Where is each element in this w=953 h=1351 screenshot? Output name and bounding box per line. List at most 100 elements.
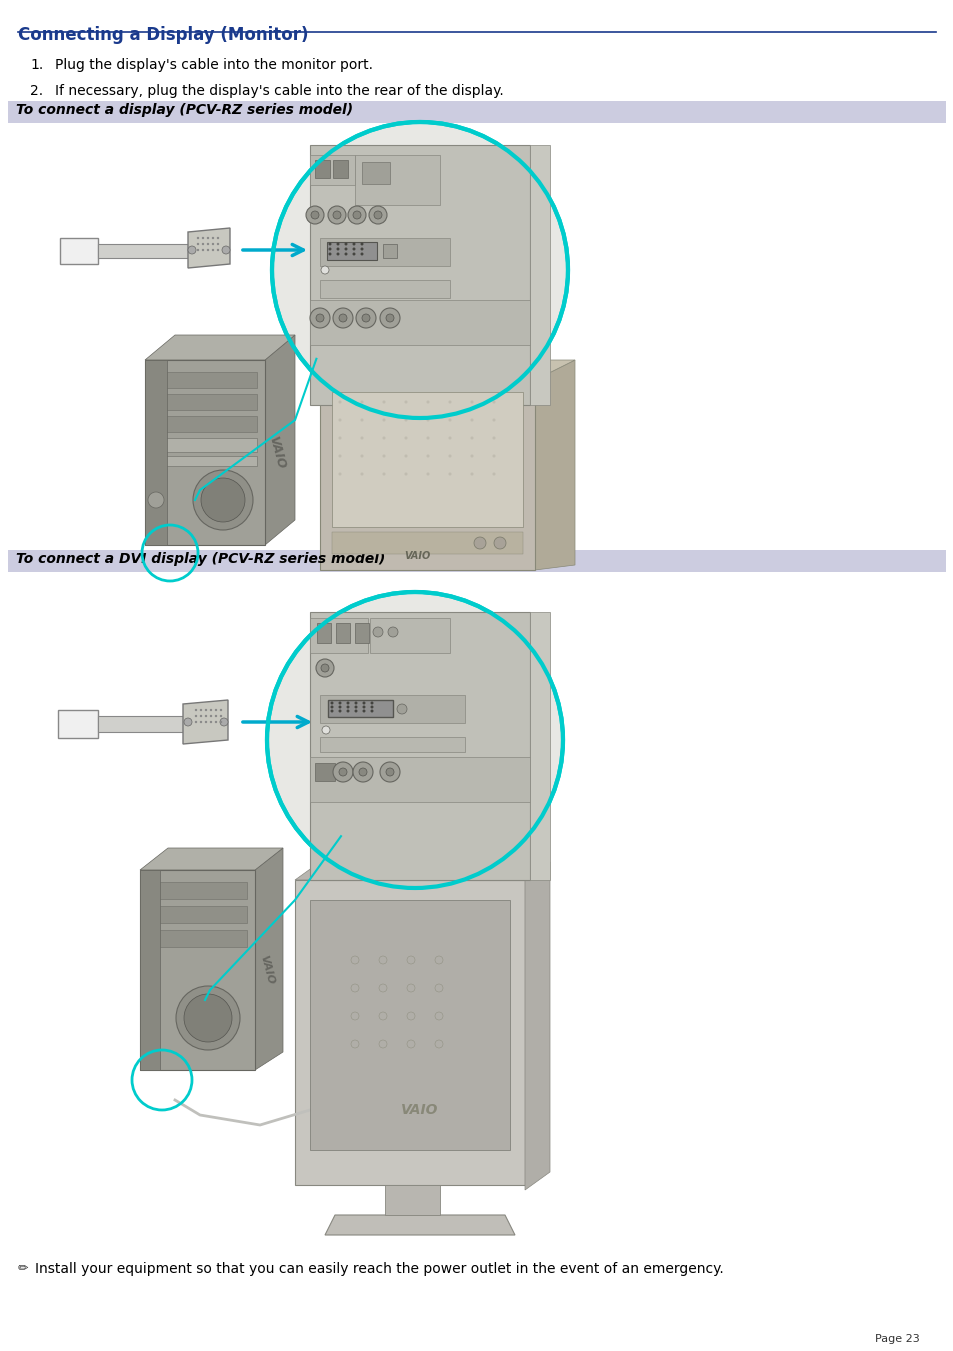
- Circle shape: [346, 701, 349, 704]
- Circle shape: [207, 249, 209, 251]
- Text: LINK: LINK: [374, 621, 385, 627]
- Circle shape: [353, 211, 360, 219]
- Circle shape: [348, 205, 366, 224]
- FancyBboxPatch shape: [148, 907, 247, 923]
- Circle shape: [201, 478, 245, 521]
- Circle shape: [382, 454, 385, 458]
- Circle shape: [435, 1040, 442, 1048]
- Circle shape: [426, 400, 429, 404]
- Circle shape: [338, 705, 341, 708]
- FancyBboxPatch shape: [319, 280, 450, 299]
- Circle shape: [435, 957, 442, 965]
- Circle shape: [386, 313, 394, 322]
- Circle shape: [470, 400, 473, 404]
- Circle shape: [382, 419, 385, 422]
- Circle shape: [448, 400, 451, 404]
- Circle shape: [378, 984, 387, 992]
- Circle shape: [426, 473, 429, 476]
- Circle shape: [338, 767, 347, 775]
- Circle shape: [361, 313, 370, 322]
- Circle shape: [214, 715, 217, 717]
- Circle shape: [333, 762, 353, 782]
- Circle shape: [336, 242, 339, 246]
- Circle shape: [353, 762, 373, 782]
- Circle shape: [202, 236, 204, 239]
- Circle shape: [426, 436, 429, 439]
- Circle shape: [336, 253, 339, 255]
- Circle shape: [407, 957, 415, 965]
- Circle shape: [355, 705, 357, 708]
- Circle shape: [196, 249, 199, 251]
- FancyBboxPatch shape: [335, 623, 350, 643]
- Text: S-VIDEO/KBD  S-VIDEO/KBD: S-VIDEO/KBD S-VIDEO/KBD: [312, 785, 379, 790]
- FancyBboxPatch shape: [332, 532, 522, 554]
- Circle shape: [320, 663, 329, 671]
- Circle shape: [474, 536, 485, 549]
- FancyBboxPatch shape: [98, 245, 188, 258]
- Circle shape: [328, 253, 331, 255]
- Circle shape: [407, 984, 415, 992]
- Circle shape: [338, 454, 341, 458]
- Circle shape: [379, 308, 399, 328]
- Circle shape: [205, 715, 207, 717]
- FancyBboxPatch shape: [319, 238, 450, 266]
- Polygon shape: [535, 359, 575, 570]
- Circle shape: [382, 473, 385, 476]
- Circle shape: [358, 767, 367, 775]
- Circle shape: [338, 473, 341, 476]
- Circle shape: [351, 1040, 358, 1048]
- Circle shape: [320, 266, 329, 274]
- Circle shape: [338, 436, 341, 439]
- Circle shape: [378, 957, 387, 965]
- Circle shape: [212, 249, 214, 251]
- FancyBboxPatch shape: [8, 101, 945, 123]
- Text: 2.: 2.: [30, 84, 43, 99]
- Circle shape: [194, 709, 197, 711]
- Circle shape: [404, 454, 407, 458]
- FancyBboxPatch shape: [319, 738, 464, 753]
- FancyBboxPatch shape: [152, 394, 256, 409]
- Circle shape: [306, 205, 324, 224]
- Circle shape: [212, 236, 214, 239]
- FancyBboxPatch shape: [316, 623, 331, 643]
- Circle shape: [328, 205, 346, 224]
- Polygon shape: [325, 1215, 515, 1235]
- Text: To connect a DVI display (PCV-RZ series model): To connect a DVI display (PCV-RZ series …: [16, 553, 385, 566]
- FancyBboxPatch shape: [530, 612, 550, 880]
- Circle shape: [360, 454, 363, 458]
- Circle shape: [426, 419, 429, 422]
- Circle shape: [360, 242, 363, 246]
- FancyBboxPatch shape: [152, 438, 256, 453]
- Circle shape: [333, 308, 353, 328]
- Circle shape: [188, 246, 195, 254]
- Circle shape: [369, 205, 387, 224]
- FancyBboxPatch shape: [152, 457, 256, 466]
- Polygon shape: [188, 228, 230, 267]
- Circle shape: [175, 986, 240, 1050]
- Text: VAIO: VAIO: [258, 954, 275, 986]
- Circle shape: [202, 243, 204, 245]
- Circle shape: [386, 767, 394, 775]
- Circle shape: [360, 247, 363, 250]
- Circle shape: [382, 436, 385, 439]
- Circle shape: [311, 211, 318, 219]
- Circle shape: [338, 400, 341, 404]
- Circle shape: [216, 249, 219, 251]
- Circle shape: [407, 1012, 415, 1020]
- FancyBboxPatch shape: [152, 372, 256, 388]
- Circle shape: [336, 247, 339, 250]
- Circle shape: [219, 715, 222, 717]
- Circle shape: [448, 473, 451, 476]
- Circle shape: [220, 717, 228, 725]
- Circle shape: [352, 247, 355, 250]
- Circle shape: [355, 308, 375, 328]
- Circle shape: [322, 725, 330, 734]
- Text: MONITOR: MONITOR: [332, 732, 357, 738]
- Circle shape: [344, 242, 347, 246]
- Circle shape: [370, 709, 374, 712]
- Circle shape: [370, 701, 374, 704]
- Circle shape: [448, 454, 451, 458]
- Circle shape: [315, 659, 334, 677]
- Circle shape: [194, 715, 197, 717]
- Text: Connecting a Display (Monitor): Connecting a Display (Monitor): [18, 26, 308, 45]
